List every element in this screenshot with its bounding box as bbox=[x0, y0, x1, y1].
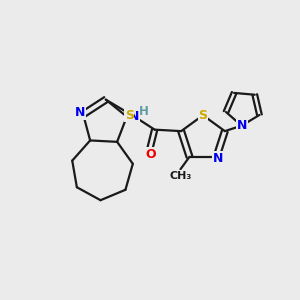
Text: N: N bbox=[75, 106, 86, 119]
Text: H: H bbox=[139, 106, 148, 118]
Text: N: N bbox=[213, 152, 223, 165]
Text: N: N bbox=[129, 110, 139, 123]
Text: O: O bbox=[146, 148, 156, 161]
Text: S: S bbox=[124, 109, 134, 122]
Text: N: N bbox=[236, 119, 247, 132]
Text: S: S bbox=[199, 109, 208, 122]
Text: CH₃: CH₃ bbox=[169, 171, 192, 181]
